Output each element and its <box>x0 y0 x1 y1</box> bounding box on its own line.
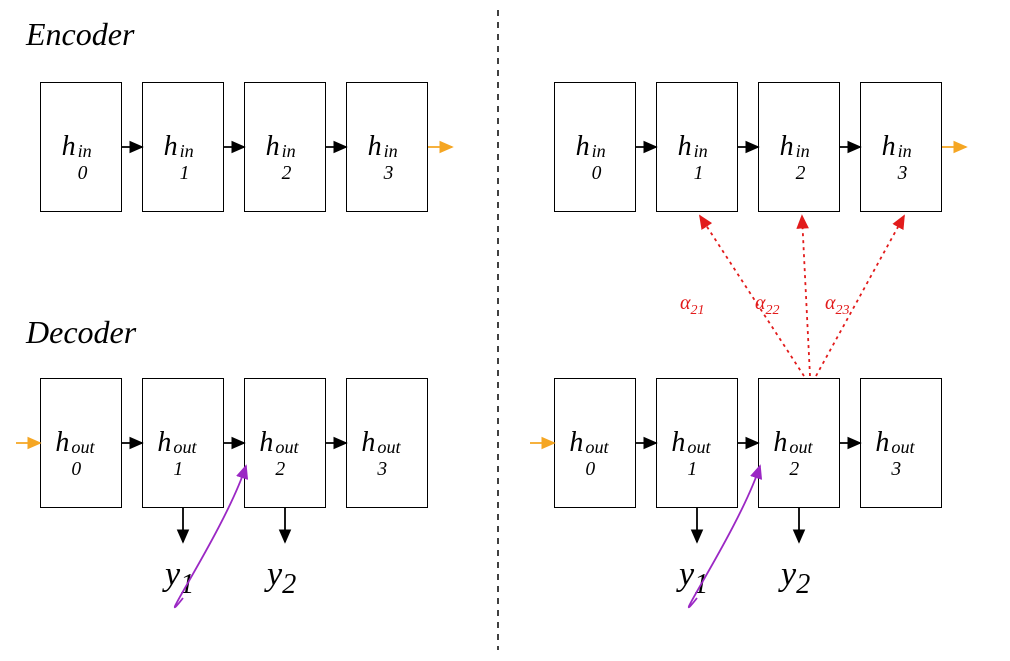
hlabel: hin2xx <box>266 131 305 163</box>
left-dec-h2: hout2xxx <box>244 378 326 508</box>
encoder-title: Encoder <box>26 16 134 53</box>
hlabel: hout1xxx <box>671 427 722 459</box>
hlabel: hout3xxx <box>361 427 412 459</box>
hlabel: hout0xxx <box>569 427 620 459</box>
hlabel: hin1xx <box>164 131 203 163</box>
diagram-canvas: Encoder Decoder hin0xx hin1xx hin2xx hin… <box>0 0 1010 661</box>
right-dec-h0: hout0xxx <box>554 378 636 508</box>
right-y1: y1 <box>679 556 708 601</box>
alpha-23: α23 <box>825 292 850 319</box>
hlabel: hout1xxx <box>157 427 208 459</box>
right-dec-h2: hout2xxx <box>758 378 840 508</box>
left-y2: y2 <box>267 556 296 601</box>
right-enc-h2: hin2xx <box>758 82 840 212</box>
hlabel: hin3xx <box>882 131 921 163</box>
left-enc-h2: hin2xx <box>244 82 326 212</box>
left-dec-h0: hout0xxx <box>40 378 122 508</box>
right-y2: y2 <box>781 556 810 601</box>
hlabel: hin0xx <box>62 131 101 163</box>
right-dec-h3: hout3xxx <box>860 378 942 508</box>
hlabel: hout3xxx <box>875 427 926 459</box>
decoder-title: Decoder <box>26 314 136 351</box>
left-dec-h1: hout1xxx <box>142 378 224 508</box>
hlabel: hout0xxx <box>55 427 106 459</box>
hlabel: hin2xx <box>780 131 819 163</box>
left-enc-h3: hin3xx <box>346 82 428 212</box>
left-enc-h0: hin0xx <box>40 82 122 212</box>
right-enc-h0: hin0xx <box>554 82 636 212</box>
hlabel: hout2xxx <box>259 427 310 459</box>
left-dec-h3: hout3xxx <box>346 378 428 508</box>
right-enc-h1: hin1xx <box>656 82 738 212</box>
alpha-22: α22 <box>755 292 780 319</box>
right-dec-h1: hout1xxx <box>656 378 738 508</box>
hlabel: hin3xx <box>368 131 407 163</box>
left-y1: y1 <box>165 556 194 601</box>
alpha-21: α21 <box>680 292 705 319</box>
right-enc-h3: hin3xx <box>860 82 942 212</box>
left-enc-h1: hin1xx <box>142 82 224 212</box>
hlabel: hin0xx <box>576 131 615 163</box>
hlabel: hin1xx <box>678 131 717 163</box>
hlabel: hout2xxx <box>773 427 824 459</box>
